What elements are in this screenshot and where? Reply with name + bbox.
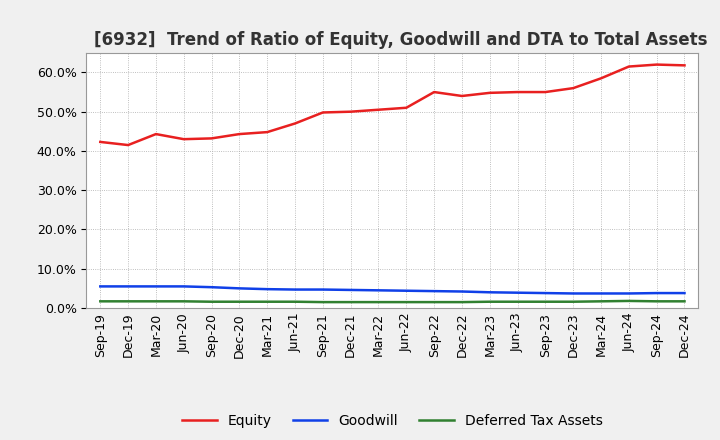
- Goodwill: [318, 287, 327, 292]
- Goodwill: [680, 290, 689, 296]
- Equity: [485, 90, 494, 95]
- Equity: [374, 107, 383, 112]
- Goodwill: [207, 285, 216, 290]
- Goodwill: [235, 286, 243, 291]
- Deferred Tax Assets: [513, 299, 522, 304]
- Goodwill: [485, 290, 494, 295]
- Deferred Tax Assets: [124, 299, 132, 304]
- Equity: [458, 93, 467, 99]
- Legend: Equity, Goodwill, Deferred Tax Assets: Equity, Goodwill, Deferred Tax Assets: [176, 409, 608, 434]
- Deferred Tax Assets: [624, 298, 633, 304]
- Equity: [179, 136, 188, 142]
- Goodwill: [652, 290, 661, 296]
- Equity: [624, 64, 633, 69]
- Goodwill: [346, 287, 355, 293]
- Line: Deferred Tax Assets: Deferred Tax Assets: [100, 301, 685, 302]
- Deferred Tax Assets: [291, 299, 300, 304]
- Goodwill: [624, 291, 633, 296]
- Deferred Tax Assets: [680, 299, 689, 304]
- Equity: [541, 89, 550, 95]
- Goodwill: [179, 284, 188, 289]
- Goodwill: [597, 291, 606, 296]
- Goodwill: [291, 287, 300, 292]
- Equity: [346, 109, 355, 114]
- Goodwill: [263, 286, 271, 292]
- Deferred Tax Assets: [318, 300, 327, 305]
- Equity: [124, 143, 132, 148]
- Equity: [402, 105, 410, 110]
- Deferred Tax Assets: [402, 300, 410, 305]
- Equity: [318, 110, 327, 115]
- Goodwill: [541, 290, 550, 296]
- Text: [6932]  Trend of Ratio of Equity, Goodwill and DTA to Total Assets: [6932] Trend of Ratio of Equity, Goodwil…: [94, 31, 707, 49]
- Equity: [513, 89, 522, 95]
- Equity: [263, 129, 271, 135]
- Line: Equity: Equity: [100, 65, 685, 145]
- Deferred Tax Assets: [207, 299, 216, 304]
- Deferred Tax Assets: [374, 300, 383, 305]
- Goodwill: [124, 284, 132, 289]
- Goodwill: [96, 284, 104, 289]
- Goodwill: [458, 289, 467, 294]
- Equity: [680, 63, 689, 68]
- Equity: [207, 136, 216, 141]
- Equity: [96, 139, 104, 145]
- Line: Goodwill: Goodwill: [100, 286, 685, 293]
- Deferred Tax Assets: [541, 299, 550, 304]
- Goodwill: [430, 289, 438, 294]
- Deferred Tax Assets: [346, 300, 355, 305]
- Equity: [597, 76, 606, 81]
- Deferred Tax Assets: [597, 299, 606, 304]
- Equity: [430, 89, 438, 95]
- Deferred Tax Assets: [96, 299, 104, 304]
- Goodwill: [402, 288, 410, 293]
- Deferred Tax Assets: [263, 299, 271, 304]
- Deferred Tax Assets: [235, 299, 243, 304]
- Deferred Tax Assets: [652, 299, 661, 304]
- Equity: [569, 85, 577, 91]
- Deferred Tax Assets: [485, 299, 494, 304]
- Deferred Tax Assets: [179, 299, 188, 304]
- Goodwill: [152, 284, 161, 289]
- Goodwill: [569, 291, 577, 296]
- Goodwill: [374, 288, 383, 293]
- Goodwill: [513, 290, 522, 295]
- Deferred Tax Assets: [430, 300, 438, 305]
- Equity: [235, 132, 243, 137]
- Equity: [652, 62, 661, 67]
- Deferred Tax Assets: [458, 300, 467, 305]
- Deferred Tax Assets: [152, 299, 161, 304]
- Equity: [291, 121, 300, 126]
- Equity: [152, 132, 161, 137]
- Deferred Tax Assets: [569, 299, 577, 304]
